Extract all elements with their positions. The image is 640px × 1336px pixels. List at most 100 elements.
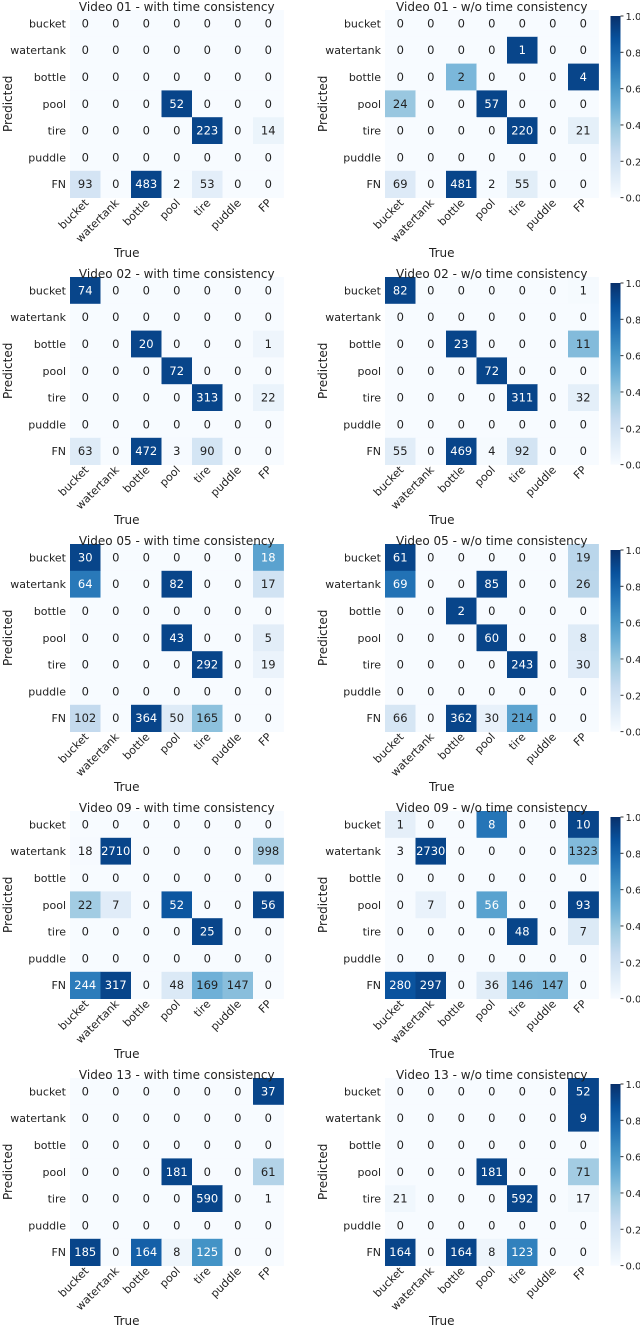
cell-value-label: 19 <box>576 550 591 564</box>
x-tick-label: FP <box>571 997 590 1016</box>
heatmap-cell <box>70 570 101 598</box>
cell-value-label: 0 <box>112 364 119 378</box>
x-tick-label: bottle <box>120 1264 152 1296</box>
cell-value-label: 0 <box>112 577 119 591</box>
cell-value-label: 0 <box>112 550 119 564</box>
heatmap-cell <box>507 357 538 385</box>
y-axis-label: Predicted <box>316 610 330 666</box>
x-tick-label: FP <box>256 463 275 482</box>
x-tick-label: puddle <box>523 196 559 232</box>
heatmap-cell <box>253 918 284 946</box>
cell-value-label: 0 <box>397 1084 404 1098</box>
x-tick-label: puddle <box>208 196 244 232</box>
heatmap-cell <box>446 1104 477 1132</box>
heatmap-cell <box>161 411 193 439</box>
cell-value-label: 25 <box>200 925 215 939</box>
heatmap-cell <box>192 544 223 572</box>
heatmap-cell <box>253 63 284 91</box>
x-axis-label: True <box>113 1047 140 1061</box>
heatmap-cell <box>131 10 162 38</box>
heatmap-cell <box>385 597 416 625</box>
cell-value-label: 0 <box>488 550 495 564</box>
heatmap-cell <box>537 357 569 385</box>
heatmap-cell <box>192 90 223 118</box>
y-tick-label: tire <box>48 392 67 405</box>
cell-value-label: 2 <box>173 177 180 191</box>
heatmap-cell <box>100 170 132 198</box>
cell-value-label: 0 <box>488 1218 495 1232</box>
cell-value-label: 0 <box>549 283 556 297</box>
heatmap-cell <box>222 1131 254 1159</box>
cell-value-label: 0 <box>143 1084 150 1098</box>
x-tick-label: pool <box>157 998 183 1024</box>
cell-value-label: 0 <box>397 925 404 939</box>
heatmap-cell <box>253 864 284 892</box>
heatmap-cell <box>415 10 447 38</box>
y-axis-label: Predicted <box>1 343 15 399</box>
heatmap-cell <box>507 1185 538 1213</box>
heatmap-cell <box>70 1131 101 1159</box>
cell-value-label: 74 <box>78 283 93 297</box>
heatmap-cell <box>476 837 508 865</box>
heatmap-cell <box>476 1212 508 1240</box>
heatmap-cell <box>476 971 508 999</box>
cell-value-label: 55 <box>515 177 530 191</box>
x-tick-label: tire <box>191 196 213 218</box>
cell-value-label: 0 <box>82 871 89 885</box>
cell-value-label: 0 <box>82 97 89 111</box>
cell-value-label: 0 <box>82 1138 89 1152</box>
heatmap-cell <box>100 117 132 145</box>
cell-value-label: 0 <box>488 391 495 405</box>
y-tick-label: tire <box>363 926 382 939</box>
colorbar-tick-label: 0.0 <box>626 1262 640 1273</box>
heatmap-cell <box>131 811 162 839</box>
cell-value-label: 0 <box>488 1111 495 1125</box>
colorbar-tick-label: 0.4 <box>626 388 640 399</box>
heatmap-cell <box>253 277 284 305</box>
heatmap-cell <box>161 945 193 973</box>
heatmap-cell <box>568 1238 599 1266</box>
x-tick-label: pool <box>472 197 498 223</box>
heatmap-cell <box>100 544 132 572</box>
cell-value-label: 2710 <box>101 844 130 858</box>
heatmap-cell <box>446 277 477 305</box>
heatmap-cell <box>415 651 447 679</box>
heatmap-cell <box>192 624 223 652</box>
heatmap-cell <box>507 384 538 412</box>
cell-value-label: 1 <box>265 337 272 351</box>
cell-value-label: 147 <box>227 978 249 992</box>
cell-value-label: 0 <box>427 550 434 564</box>
heatmap-cell <box>507 971 538 999</box>
x-tick-label: FP <box>256 730 275 749</box>
cell-value-label: 0 <box>173 150 180 164</box>
heatmap-cell <box>192 570 223 598</box>
cell-value-label: 0 <box>549 631 556 645</box>
cell-value-label: 0 <box>265 925 272 939</box>
heatmap-cell <box>415 170 447 198</box>
heatmap-cell <box>537 678 569 706</box>
cell-value-label: 0 <box>112 1192 119 1206</box>
cell-value-label: 0 <box>397 150 404 164</box>
heatmap-cell <box>476 811 508 839</box>
heatmap-cell <box>537 864 569 892</box>
heatmap-cell <box>253 303 284 331</box>
cell-value-label: 8 <box>580 631 587 645</box>
cell-value-label: 0 <box>488 124 495 138</box>
y-tick-label: bucket <box>344 818 382 831</box>
cell-value-label: 0 <box>549 684 556 698</box>
cell-value-label: 181 <box>166 1165 188 1179</box>
cell-value-label: 0 <box>427 871 434 885</box>
heatmap-cell <box>537 1104 569 1132</box>
cell-value-label: 0 <box>204 951 211 965</box>
cell-value-label: 0 <box>549 898 556 912</box>
heatmap-cell <box>446 170 477 198</box>
heatmap-cell <box>131 918 162 946</box>
heatmap-cell <box>415 1212 447 1240</box>
heatmap-cell <box>222 357 254 385</box>
heatmap-cell <box>192 1158 223 1186</box>
cell-value-label: 125 <box>196 1245 218 1259</box>
heatmap-cell <box>507 544 538 572</box>
colorbar <box>610 817 621 999</box>
cell-value-label: 52 <box>576 1084 591 1098</box>
